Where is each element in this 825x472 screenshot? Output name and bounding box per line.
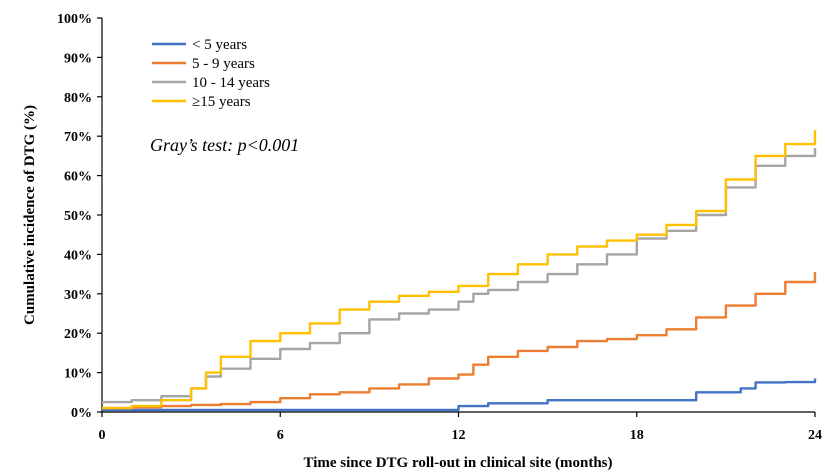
x-tick-label: 18 — [630, 428, 644, 443]
series-line-3 — [102, 148, 817, 404]
y-axis-title: Cumulative incidence of DTG (%) — [22, 105, 38, 325]
x-tick-label: 6 — [277, 428, 284, 443]
ticks: 0% 10% 20% 30% 40% 50% 60% 70% 80% 90% 100% 0 6 12 18 2… — [57, 12, 822, 443]
legend: < 5 years 5 - 9 years 10 - 14 years ≥15 yea… — [152, 37, 270, 110]
y-tick-label: 40% — [64, 248, 92, 263]
y-tick-label: 70% — [64, 130, 92, 145]
y-tick-label: 10% — [64, 367, 92, 382]
series-line-1 — [102, 378, 817, 412]
y-tick-label: 0% — [71, 406, 92, 421]
series-line-2 — [102, 272, 817, 410]
x-axis-title: Time since DTG roll-out in clinical site… — [303, 455, 612, 471]
y-tick-label: 60% — [64, 170, 92, 185]
series-lines — [102, 130, 817, 412]
grays-test-annotation: Gray’s test: p<0.001 — [150, 135, 299, 155]
legend-label: 5 - 9 years — [192, 56, 255, 72]
y-tick-label: 30% — [64, 288, 92, 303]
series-line-4 — [102, 130, 817, 410]
x-tick-label: 24 — [808, 428, 822, 443]
y-tick-label: 20% — [64, 327, 92, 342]
y-tick-label: 100% — [57, 12, 92, 27]
y-tick-label: 80% — [64, 91, 92, 106]
legend-label: < 5 years — [192, 37, 247, 53]
legend-label: ≥15 years — [192, 94, 251, 110]
x-tick-label: 0 — [99, 428, 106, 443]
legend-label: 10 - 14 years — [192, 75, 270, 91]
y-tick-label: 90% — [64, 51, 92, 66]
x-tick-label: 12 — [452, 428, 466, 443]
y-tick-label: 50% — [64, 209, 92, 224]
